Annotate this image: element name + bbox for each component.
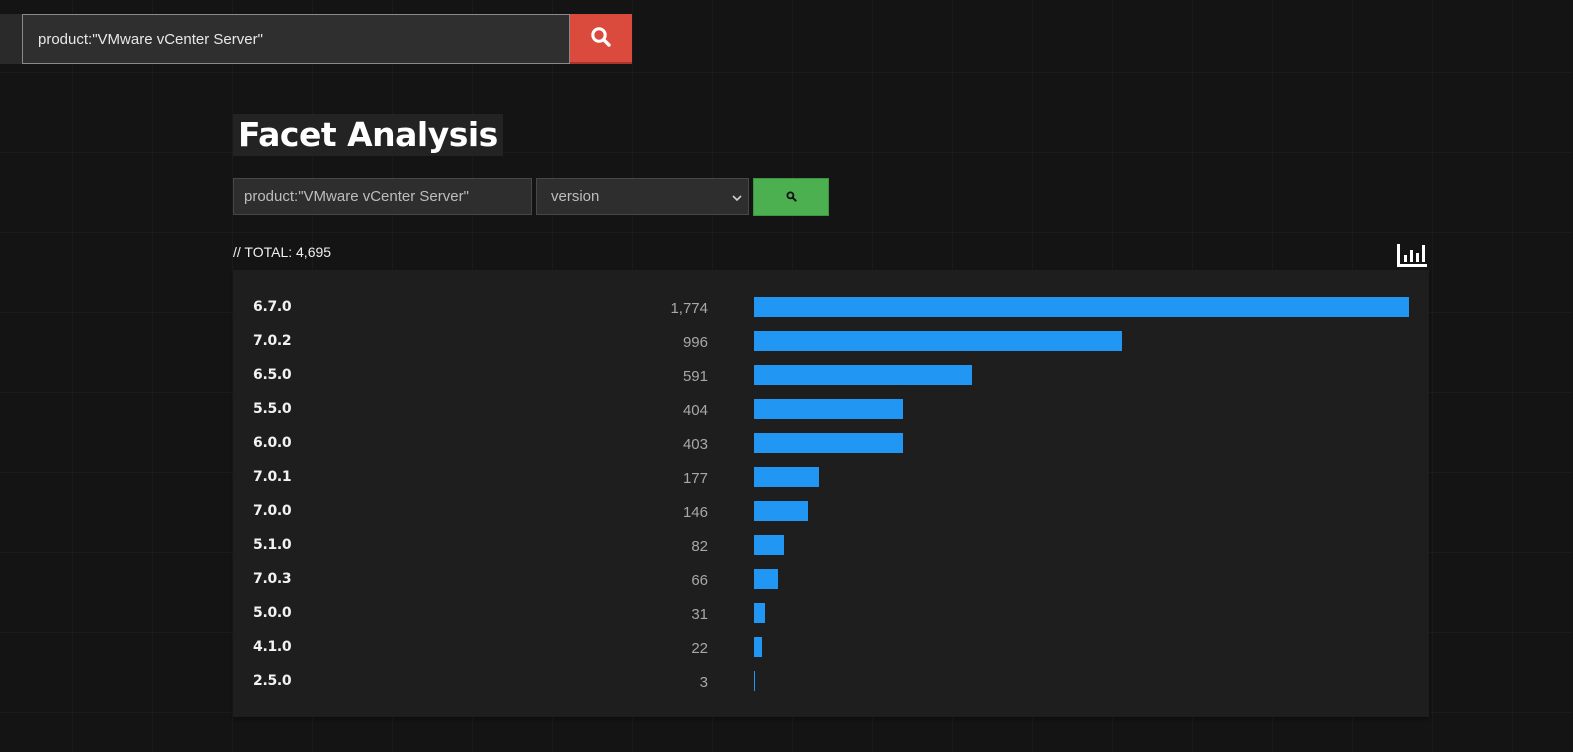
facet-row-count: 1,774	[670, 300, 708, 317]
facet-row-count: 177	[682, 470, 708, 487]
magnifier-icon	[786, 190, 797, 205]
facet-row-count: 591	[682, 368, 708, 385]
facet-row-bar	[754, 637, 763, 657]
facet-row-bar	[754, 365, 973, 385]
facet-row[interactable]: 5.1.0 82	[233, 528, 1429, 562]
facet-row[interactable]: 2.5.0 3	[233, 664, 1429, 698]
facet-row-label[interactable]: 7.0.1	[253, 469, 292, 485]
facet-row-bar	[754, 501, 808, 521]
facet-row-label[interactable]: 6.5.0	[253, 367, 292, 383]
facet-row-label[interactable]: 7.0.3	[253, 571, 292, 587]
facet-row-label[interactable]: 6.7.0	[253, 299, 292, 315]
facet-row-count: 66	[691, 572, 708, 589]
facet-submit-button[interactable]	[753, 178, 829, 216]
facet-row-label[interactable]: 5.0.0	[253, 605, 292, 621]
results-total: // TOTAL: 4,695	[233, 244, 332, 260]
facet-row-count: 82	[691, 538, 708, 555]
facet-row-count: 403	[682, 436, 708, 453]
facet-row[interactable]: 7.0.0 146	[233, 494, 1429, 528]
facet-row[interactable]: 5.5.0 404	[233, 392, 1429, 426]
facet-row-count: 996	[682, 334, 708, 351]
facet-row-count: 31	[691, 606, 708, 623]
main-search-button[interactable]	[570, 14, 632, 64]
facet-row-bar	[754, 535, 785, 555]
navbar-stub	[0, 14, 22, 64]
facet-row-label[interactable]: 7.0.0	[253, 503, 292, 519]
facet-row[interactable]: 5.0.0 31	[233, 596, 1429, 630]
facet-row[interactable]: 6.7.0 1,774	[233, 290, 1429, 324]
bar-chart-icon[interactable]	[1396, 242, 1428, 270]
facet-row-bar	[754, 297, 1409, 317]
facet-row-label[interactable]: 4.1.0	[253, 639, 292, 655]
facet-row-label[interactable]: 5.1.0	[253, 537, 292, 553]
facet-row-label[interactable]: 7.0.2	[253, 333, 292, 349]
facet-row-bar	[754, 671, 756, 691]
facet-row-bar	[754, 467, 820, 487]
facet-row-label[interactable]: 6.0.0	[253, 435, 292, 451]
main-search-input[interactable]	[22, 14, 570, 64]
facet-select-value: version	[551, 188, 600, 205]
facet-row[interactable]: 7.0.2 996	[233, 324, 1429, 358]
facet-row-count: 22	[691, 640, 708, 657]
facet-row-label[interactable]: 5.5.0	[253, 401, 292, 417]
facet-row-count: 3	[699, 674, 708, 691]
facet-row-count: 146	[682, 504, 708, 521]
facet-row-bar	[754, 569, 779, 589]
facet-row[interactable]: 4.1.0 22	[233, 630, 1429, 664]
page-title: Facet Analysis	[233, 114, 503, 156]
facet-query-input[interactable]	[233, 178, 532, 215]
facet-row-bar	[754, 399, 904, 419]
facet-row[interactable]: 7.0.1 177	[233, 460, 1429, 494]
magnifier-icon	[590, 26, 612, 51]
facet-results-panel: 6.7.0 1,774 7.0.2 996 6.5.0 591 5.5.0 404 6.0.0 4…	[233, 270, 1429, 717]
facet-row-count: 404	[682, 402, 708, 419]
facet-row[interactable]: 7.0.3 66	[233, 562, 1429, 596]
chevron-down-icon	[731, 191, 743, 208]
facet-row-bar	[754, 433, 903, 453]
facet-row-bar	[754, 603, 766, 623]
facet-row[interactable]: 6.5.0 591	[233, 358, 1429, 392]
facet-row-bar	[754, 331, 1122, 351]
facet-field-select[interactable]: version	[536, 178, 749, 215]
facet-row[interactable]: 6.0.0 403	[233, 426, 1429, 460]
facet-row-label[interactable]: 2.5.0	[253, 673, 292, 689]
